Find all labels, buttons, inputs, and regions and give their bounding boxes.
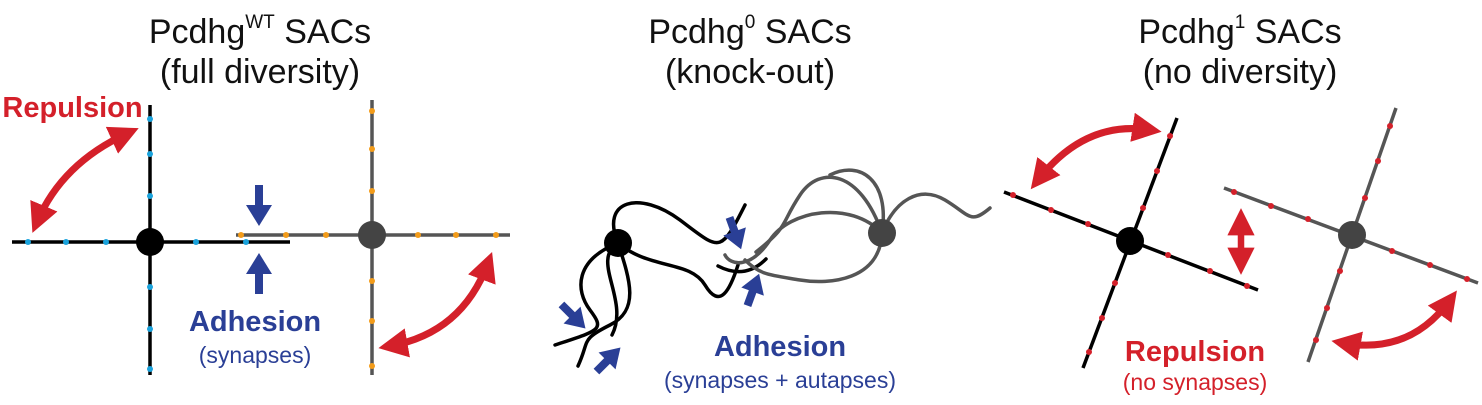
panel3-gray-soma	[1338, 221, 1366, 249]
panel1-title-prefix: Pcdhg	[148, 13, 246, 51]
panel2-adhesion-arrows	[558, 215, 764, 375]
panel2-title: Pcdhg0 SACs (knock-out)	[600, 12, 900, 92]
panel3-gray-red-dots	[1231, 123, 1470, 343]
panel3-title-sup: 1	[1234, 12, 1246, 33]
panel1-cell-gray	[236, 100, 510, 375]
panel1-title-sup: WT	[245, 12, 275, 33]
panel2-title-suffix: SACs	[755, 13, 852, 51]
panel1-title-suffix: SACs	[274, 13, 372, 51]
panel1-gray-soma	[358, 221, 386, 249]
panel2-title-prefix: Pcdhg	[648, 13, 745, 51]
panel2-title-sup: 0	[744, 12, 756, 33]
panel1-adhesion-label: Adhesion	[188, 306, 322, 338]
panel1-subtitle: (full diversity)	[159, 53, 361, 91]
panel1-title: PcdhgWT SACs (full diversity)	[110, 12, 410, 92]
panel2-cell-gray	[723, 168, 992, 284]
panel3-repulsion-arrow-right	[1331, 290, 1457, 361]
panel2-subtitle: (knock-out)	[664, 53, 836, 91]
panel3-repulsion-sub: (no synapses)	[1122, 369, 1268, 395]
panel1-cyan-dots	[25, 116, 249, 372]
panel2-gray-soma	[868, 219, 896, 247]
panel3-title: Pcdhg1 SACs (no diversity)	[1090, 12, 1390, 92]
panel3-repulsion-label: Repulsion	[1124, 336, 1266, 368]
panel1-repulsion-arrow-right	[378, 251, 496, 358]
panel2-black-soma	[604, 229, 632, 257]
panel3-title-prefix: Pcdhg	[1138, 13, 1235, 51]
panel3-repulsion-arrow-left	[1030, 112, 1162, 190]
panel3-cell-black	[1003, 117, 1259, 369]
panel3-cell-gray	[1223, 107, 1479, 363]
panel2-adhesion-sub: (synapses + autapses)	[663, 367, 897, 393]
panel1-adhesion-arrows	[246, 185, 272, 294]
panel1-black-soma	[136, 228, 164, 256]
panel1-repulsion-label: Repulsion	[2, 92, 143, 124]
panel3-black-soma	[1116, 227, 1144, 255]
panel3-subtitle: (no diversity)	[1142, 53, 1338, 91]
panel1-adhesion-sub: (synapses)	[198, 342, 312, 368]
panel1-orange-dots	[238, 108, 499, 369]
panel3-title-suffix: SACs	[1245, 13, 1342, 51]
panel1-repulsion-arrow-left	[30, 126, 139, 233]
panel1-cell-black	[12, 105, 290, 375]
panel2-adhesion-label: Adhesion	[713, 331, 847, 363]
